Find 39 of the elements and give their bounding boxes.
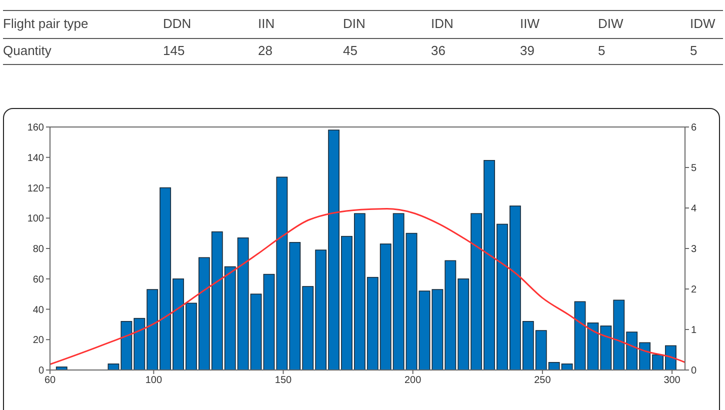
x-tick-label: 60	[44, 375, 56, 386]
y-tick-label: 100	[27, 214, 44, 225]
category-label: DIW	[598, 16, 624, 31]
data-label: 36	[431, 43, 446, 58]
data-label: 5	[690, 43, 698, 58]
y-tick-label: 0	[38, 366, 44, 377]
y-tick-label: 40	[32, 304, 44, 316]
text: Quantity	[3, 43, 52, 58]
x-tick-label: 200	[404, 375, 422, 386]
data-label: 5	[598, 43, 606, 58]
y2-tick-label: 5	[691, 163, 697, 174]
x-tick-label: 100	[145, 375, 162, 386]
text: Flight pair type	[3, 16, 88, 31]
x-tick-label: 300	[664, 375, 681, 386]
y-tick-label: 160	[27, 122, 44, 134]
y-tick-label: 140	[27, 152, 44, 164]
x-tick-label: 150	[274, 375, 292, 386]
category-label: IDW	[690, 16, 716, 31]
y2-tick-label: 4	[691, 204, 697, 215]
category-label: IDN	[431, 16, 454, 31]
y2-tick-label: 1	[691, 325, 697, 336]
x-tick-label: 250	[534, 375, 552, 386]
category-label: DDN	[163, 16, 192, 31]
category-label: DIN	[343, 16, 366, 31]
y2-tick-label: 2	[691, 284, 697, 296]
category-label: IIN	[258, 16, 275, 31]
y-tick-label: 20	[32, 335, 44, 346]
y-tick-label: 60	[32, 274, 44, 286]
y-tick-label: 120	[27, 183, 44, 194]
line-series	[50, 208, 685, 366]
y-tick-label: 80	[32, 244, 44, 256]
y2-tick-label: 3	[691, 244, 697, 256]
data-label: 39	[520, 43, 534, 58]
data-label: 145	[163, 43, 185, 58]
category-label: IIW	[520, 16, 540, 31]
y2-tick-label: 6	[691, 122, 697, 134]
data-label: 45	[343, 43, 358, 58]
y2-tick-label: 0	[691, 366, 697, 377]
data-label: 28	[258, 43, 272, 58]
